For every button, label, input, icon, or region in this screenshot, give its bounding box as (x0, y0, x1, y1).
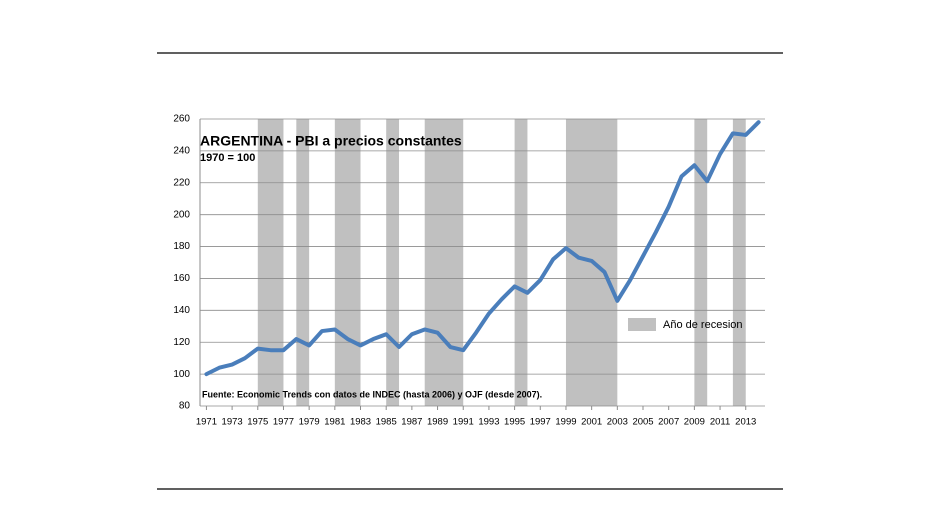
chart-title: ARGENTINA - PBI a precios constantes (200, 133, 462, 149)
x-tick-label: 2007 (658, 417, 679, 428)
recession-band (732, 119, 746, 406)
y-tick-label: 200 (173, 209, 190, 220)
legend-label: Año de recesion (663, 319, 743, 331)
x-tick-label: 1991 (453, 417, 474, 428)
y-tick-label: 240 (173, 146, 190, 157)
y-tick-label: 160 (173, 273, 190, 284)
legend-swatch (628, 318, 656, 331)
recession-band (386, 119, 400, 406)
y-tick-label: 80 (179, 401, 191, 412)
x-tick-label: 1979 (299, 417, 320, 428)
y-tick-label: 180 (173, 241, 190, 252)
x-tick-label: 1997 (530, 417, 551, 428)
x-tick-label: 1999 (555, 417, 576, 428)
x-tick-label: 1983 (350, 417, 371, 428)
chart-subtitle: 1970 = 100 (200, 152, 255, 164)
x-tick-label: 2011 (710, 417, 730, 428)
x-tick-label: 2005 (632, 417, 653, 428)
x-tick-label: 2013 (735, 417, 756, 428)
x-tick-label: 1987 (401, 417, 422, 428)
y-tick-label: 120 (173, 337, 190, 348)
data-line (204, 120, 761, 377)
recession-band (334, 119, 361, 406)
recession-band (296, 119, 310, 406)
y-tick-label: 260 (173, 114, 190, 125)
x-tick-label: 2009 (684, 417, 705, 428)
recession-band (257, 119, 284, 406)
x-tick-label: 1977 (273, 417, 294, 428)
x-tick-label: 1975 (247, 417, 268, 428)
x-tick-label: 1985 (376, 417, 397, 428)
x-tick-label: 1971 (196, 417, 217, 428)
x-tick-label: 1993 (478, 417, 499, 428)
y-tick-label: 220 (173, 177, 190, 188)
chart: 80 100 120 140 160 180 200 220 240 260 1971 1973 197… (173, 114, 765, 428)
recession-band (424, 119, 464, 406)
x-tick-label: 1973 (222, 417, 243, 428)
recession-band (514, 119, 528, 406)
recession-band (694, 119, 708, 406)
x-tick-label: 2003 (607, 417, 628, 428)
source-note: Fuente: Economic Trends con datos de IND… (202, 389, 542, 399)
x-tick-label: 1981 (324, 417, 345, 428)
y-tick-label: 100 (173, 369, 190, 380)
x-tick-label: 1995 (504, 417, 525, 428)
y-tick-label: 140 (173, 305, 190, 316)
x-tick-label: 1989 (427, 417, 448, 428)
x-tick-label: 2001 (581, 417, 602, 428)
